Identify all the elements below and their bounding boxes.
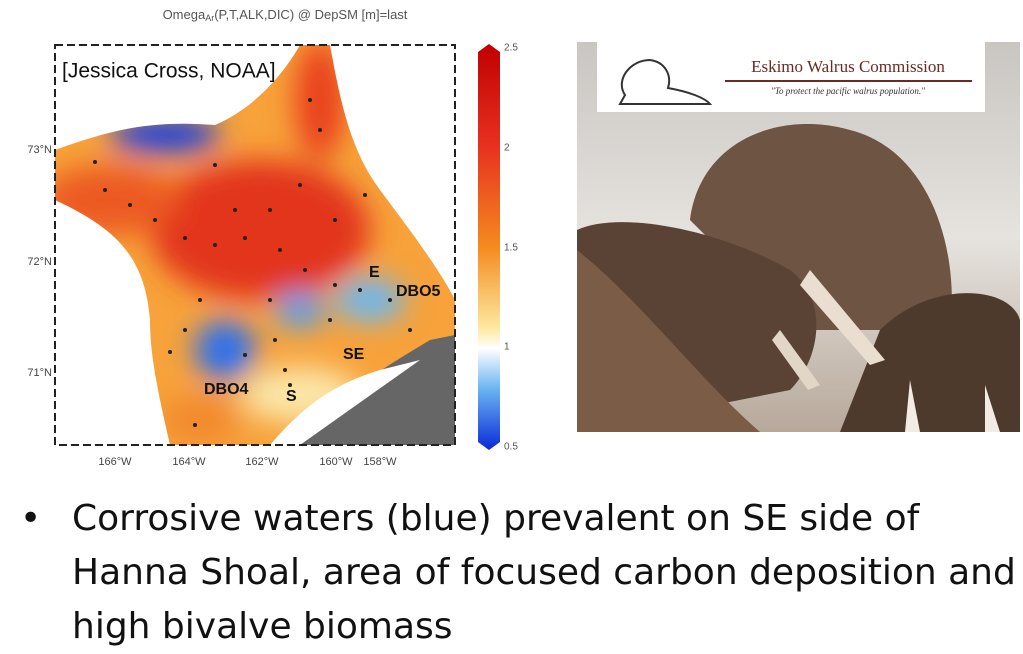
lat-label: 72°N <box>27 256 52 268</box>
credit: [Jessica Cross, NOAA] <box>62 60 276 83</box>
colorbar-axis: 2.5 2 1.5 1 0.5 <box>504 43 518 453</box>
org-name: Eskimo Walrus Commission <box>751 57 945 76</box>
map-title: OmegaAr(P,T,ALK,DIC) @ DepSM [m]=last <box>163 7 408 23</box>
title-sub: Ar <box>205 13 214 23</box>
annotation: DBO5 <box>396 283 441 300</box>
title-rest: (P,T,ALK,DIC) @ DepSM [m]=last <box>214 7 408 22</box>
figure: OmegaAr(P,T,ALK,DIC) @ DepSM [m]=last <box>0 0 1023 480</box>
bullet-text: Corrosive waters (blue) prevalent on SE … <box>72 492 1020 654</box>
colorbar-label: 2.5 <box>504 43 518 54</box>
colorbar-label: 2 <box>504 143 510 154</box>
colorbar-label: 1 <box>504 342 510 353</box>
lon-label: 160°W <box>319 456 353 468</box>
logo-banner <box>597 42 985 112</box>
colorbar <box>478 44 500 450</box>
org-motto: "To protect the pacific walrus populatio… <box>771 86 925 96</box>
slide: {"map": {"title_main": "Omega", "title_s… <box>0 0 1023 653</box>
annotation: SE <box>343 346 365 363</box>
lat-label: 73°N <box>27 144 52 156</box>
colorbar-label: 0.5 <box>504 442 518 453</box>
lon-label: 164°W <box>172 456 206 468</box>
annotation: E <box>369 264 380 281</box>
lat-axis: 73°N 72°N 71°N <box>27 144 52 379</box>
lon-label: 166°W <box>98 456 132 468</box>
lat-label: 71°N <box>27 367 52 379</box>
lon-label: 162°W <box>245 456 279 468</box>
annotation: S <box>286 388 297 405</box>
bullet-item: • Corrosive waters (blue) prevalent on S… <box>20 492 1020 654</box>
annotation: DBO4 <box>204 381 249 398</box>
title-main: Omega <box>163 7 206 22</box>
lon-label: 158°W <box>363 456 397 468</box>
bullet-dot: • <box>20 492 41 546</box>
page: html, body { margin: 0; padding: 0; } bo… <box>0 0 1023 653</box>
lon-axis: 166°W 164°W 162°W 160°W 158°W <box>98 456 397 468</box>
walrus-photo: Eskimo Walrus Commission "To protect the… <box>577 42 1020 432</box>
colorbar-label: 1.5 <box>504 243 518 254</box>
